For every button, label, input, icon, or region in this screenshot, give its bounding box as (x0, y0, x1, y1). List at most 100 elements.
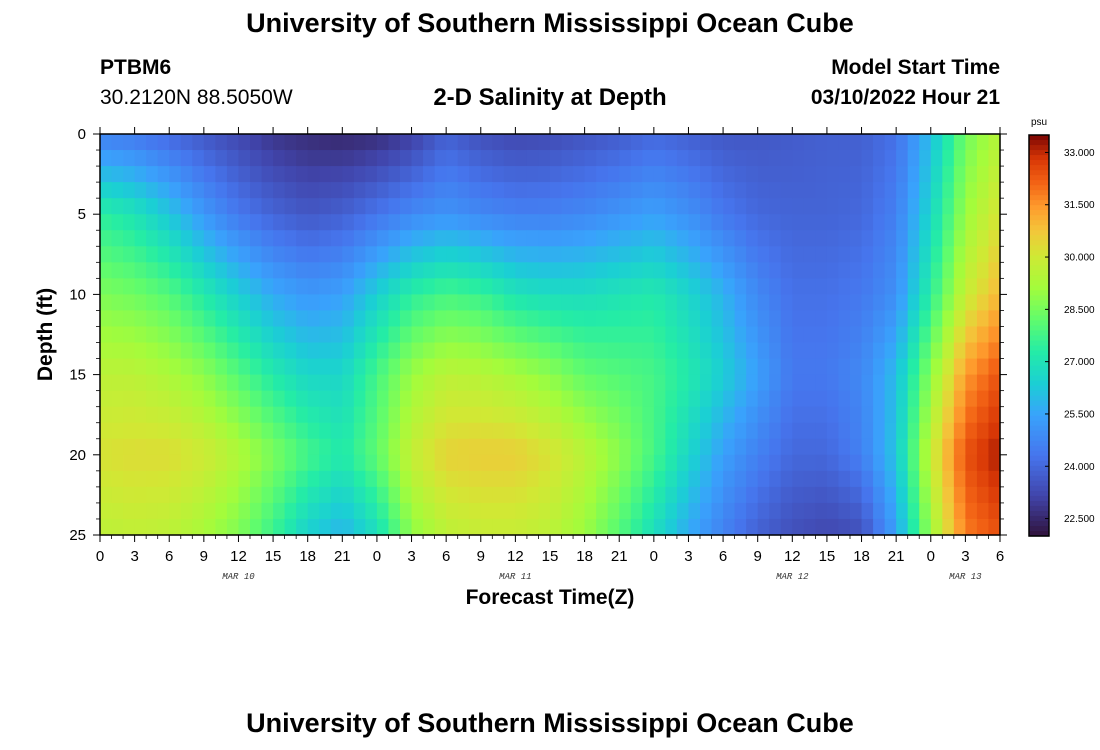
colorbar-segment (1029, 375, 1049, 382)
heatmap-cell (400, 422, 413, 440)
heatmap-cell (238, 182, 251, 199)
heatmap-cell (919, 166, 932, 183)
heatmap-cell (757, 198, 770, 215)
heatmap-cell (469, 358, 482, 376)
heatmap-cell (250, 262, 263, 279)
heatmap-cell (884, 246, 897, 263)
heatmap-cell (573, 390, 586, 408)
heatmap-cell (123, 390, 136, 408)
heatmap-cell (388, 166, 401, 183)
heatmap-cell (757, 166, 770, 183)
heatmap-cell (988, 454, 1001, 472)
heatmap-cell (930, 358, 943, 376)
heatmap-cell (146, 294, 159, 312)
heatmap-cell (446, 390, 459, 408)
heatmap-cell (180, 342, 193, 360)
heatmap-cell (146, 182, 159, 199)
heatmap-cell (203, 278, 216, 295)
heatmap-cell (411, 422, 424, 440)
heatmap-cell (930, 246, 943, 263)
heatmap-cell (607, 166, 620, 183)
heatmap-cell (711, 438, 724, 456)
heatmap-cell (457, 406, 470, 424)
heatmap-cell (665, 518, 678, 536)
heatmap-cell (757, 342, 770, 360)
heatmap-cell (550, 182, 563, 199)
heatmap-cell (942, 262, 955, 279)
colorbar-segment (1029, 180, 1049, 186)
heatmap-cell (296, 198, 309, 215)
heatmap-cell (584, 278, 597, 295)
heatmap-cell (769, 438, 782, 456)
heatmap-cell (688, 502, 701, 520)
heatmap-cell (457, 134, 470, 151)
heatmap-cell (250, 470, 263, 488)
heatmap-cell (584, 230, 597, 247)
heatmap-cell (284, 150, 297, 167)
heatmap-cell (215, 390, 228, 408)
heatmap-cell (261, 470, 274, 488)
heatmap-cell (180, 454, 193, 472)
heatmap-cell (307, 278, 320, 295)
colorbar-segment (1029, 280, 1049, 286)
heatmap-cell (573, 326, 586, 344)
heatmap-cell (815, 150, 828, 167)
heatmap-cell (826, 246, 840, 263)
heatmap-cell (365, 454, 378, 472)
heatmap-cell (826, 310, 840, 328)
heatmap-cell (515, 278, 528, 295)
heatmap-cell (169, 358, 182, 376)
heatmap-cell (238, 326, 251, 344)
heatmap-cell (353, 518, 366, 536)
heatmap-cell (365, 358, 378, 376)
heatmap-cell (665, 470, 678, 488)
heatmap-cell (988, 262, 1001, 279)
heatmap-cell (688, 150, 701, 167)
heatmap-cell (238, 310, 251, 328)
heatmap-cell (826, 374, 840, 392)
heatmap-cell (111, 470, 124, 488)
heatmap-cell (780, 262, 793, 279)
heatmap-cell (734, 438, 747, 456)
heatmap-cell (492, 214, 505, 231)
heatmap-cell (376, 390, 390, 408)
heatmap-cell (284, 454, 297, 472)
heatmap-cell (365, 182, 378, 199)
heatmap-cell (642, 134, 655, 151)
heatmap-cell (400, 310, 413, 328)
heatmap-cell (250, 134, 263, 151)
heatmap-cell (111, 278, 124, 295)
x-tick-label: 12 (784, 548, 801, 565)
heatmap-cell (757, 438, 770, 456)
heatmap-cell (896, 182, 909, 199)
heatmap-cell (215, 134, 228, 151)
heatmap-cell (169, 518, 182, 536)
heatmap-cell (100, 182, 113, 199)
heatmap-cell (976, 310, 990, 328)
heatmap-cell (896, 278, 909, 295)
heatmap-cell (826, 134, 840, 151)
heatmap-cell (146, 390, 159, 408)
heatmap-cell (838, 374, 851, 392)
heatmap-cell (826, 518, 840, 536)
heatmap-cell (976, 294, 990, 312)
heatmap-cell (573, 358, 586, 376)
heatmap-cell (907, 518, 920, 536)
heatmap-cell (192, 262, 205, 279)
heatmap-cell (134, 262, 147, 279)
heatmap-cell (665, 310, 678, 328)
heatmap-cell (711, 502, 724, 520)
heatmap-cell (503, 182, 516, 199)
heatmap-cell (930, 214, 943, 231)
colorbar-segment (1029, 350, 1049, 357)
heatmap-cell (296, 438, 309, 456)
heatmap-cell (907, 406, 920, 424)
heatmap-cell (723, 422, 736, 440)
heatmap-cell (907, 454, 920, 472)
heatmap-cell (434, 486, 447, 504)
heatmap-cell (769, 230, 782, 247)
heatmap-cell (342, 294, 355, 312)
heatmap-cell (526, 166, 540, 183)
colorbar-segment (1029, 255, 1049, 261)
heatmap-cell (434, 406, 447, 424)
